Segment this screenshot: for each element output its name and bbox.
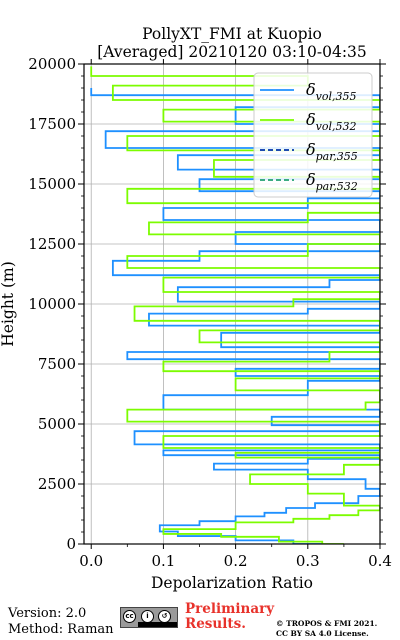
series-line-vol-355 (90, 88, 380, 544)
series-lines (90, 66, 380, 544)
y-tick-label: 20000 (28, 55, 76, 73)
credits: © TROPOS & FMI 2021. CC BY SA 4.0 Licens… (276, 619, 377, 639)
legend-delta: δ (306, 140, 316, 159)
legend-box (253, 72, 373, 198)
y-tick-label: 10000 (28, 295, 76, 313)
series-line-vol-532 (90, 66, 380, 544)
y-axis-label: Height (m) (0, 261, 17, 347)
y-tick-label: 5000 (38, 415, 76, 433)
legend-label: δvol,532 (306, 110, 357, 133)
y-tick-label: 12500 (28, 235, 76, 253)
legend-label: δpar,355 (306, 140, 358, 163)
legend-delta: δ (306, 110, 316, 129)
y-tick-label: 2500 (38, 475, 76, 493)
legend-delta: δ (306, 80, 316, 99)
method-text: Method: Raman (8, 622, 114, 637)
x-tick-label: 0.0 (79, 552, 103, 570)
footer-info: Version: 2.0 Method: Raman (8, 606, 114, 638)
legend-subscript: vol,355 (316, 90, 357, 103)
y-tick-label: 7500 (38, 355, 76, 373)
x-tick-label: 0.2 (224, 552, 248, 570)
legend-subscript: par,532 (316, 180, 358, 193)
depolarization-chart: PollyXT_FMI at Kuopio [Averaged] 2021012… (0, 25, 392, 592)
sa-icon: ↺ (158, 610, 171, 623)
y-tick-label: 0 (66, 535, 76, 553)
version-text: Version: 2.0 (8, 606, 87, 621)
legend-subscript: par,355 (316, 150, 358, 163)
preliminary-results-note: Preliminary Results. (185, 602, 274, 632)
x-axis-label: Depolarization Ratio (151, 574, 313, 592)
y-tick-label: 15000 (28, 175, 76, 193)
legend-label: δvol,355 (306, 80, 357, 103)
preliminary-line2: Results. (185, 616, 246, 632)
x-tick-label: 0.1 (151, 552, 175, 570)
chart-title-line1: PollyXT_FMI at Kuopio (142, 25, 322, 43)
y-tick-label: 17500 (28, 115, 76, 133)
legend-delta: δ (306, 170, 316, 189)
credit-line1: © TROPOS & FMI 2021. (276, 619, 378, 628)
axis-ticks: 0.0 0.1 0.2 0.3 0.4 0 2500 5000 7500 10000 12500 15… (28, 55, 392, 570)
x-tick-label: 0.3 (296, 552, 320, 570)
legend-label: δpar,532 (306, 170, 358, 193)
credit-line2: CC BY SA 4.0 License. (276, 629, 369, 638)
legend-subscript: vol,532 (316, 120, 357, 133)
badge-strip (138, 622, 177, 627)
x-tick-label: 0.4 (368, 552, 392, 570)
chart-title-line2: [Averaged] 20210120 03:10-04:35 (97, 43, 367, 61)
cc-license-badge: cc i ↺ (120, 607, 178, 628)
cc-icon: cc (123, 610, 136, 623)
preliminary-line1: Preliminary (185, 601, 275, 617)
